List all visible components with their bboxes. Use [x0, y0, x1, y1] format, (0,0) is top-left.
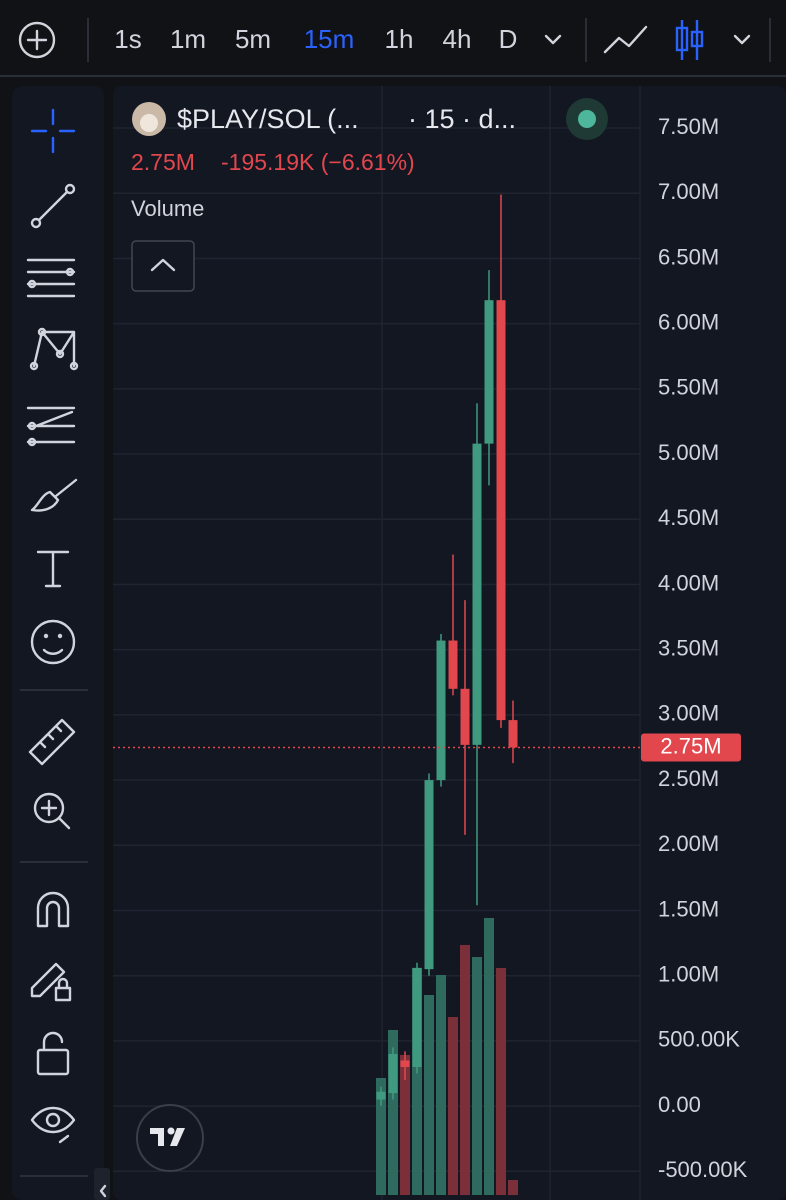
collapse-sidebar-button[interactable] [94, 1168, 110, 1200]
symbol-title[interactable]: $PLAY/SOL (... [177, 104, 359, 134]
forecast-tool[interactable] [26, 406, 76, 447]
timeframe-button[interactable]: 1h [385, 24, 414, 54]
timeframe-button[interactable]: D [499, 24, 518, 54]
timeframe-dropdown[interactable] [544, 34, 562, 45]
symbol-avatar [132, 102, 166, 136]
y-tick-label: 6.50M [658, 244, 719, 269]
unlock-tool[interactable] [36, 1031, 70, 1076]
candle-body [448, 640, 458, 689]
lock-drawings-tool[interactable] [30, 962, 72, 1002]
market-status[interactable] [566, 98, 608, 140]
chart-type-dropdown[interactable] [733, 34, 751, 45]
last-price-label: 2.75M [660, 733, 721, 758]
text-tool[interactable] [36, 550, 70, 588]
y-tick-label: 1.50M [658, 896, 719, 921]
symbol-interval: · 15 · d... [408, 104, 516, 134]
y-tick-label: 2.50M [658, 766, 719, 791]
magnet-tool[interactable] [36, 891, 70, 928]
candle-body [460, 688, 470, 745]
timeframe-button[interactable]: 15m [304, 24, 355, 54]
candle-body [424, 780, 434, 970]
y-tick-label: 7.50M [658, 114, 719, 139]
y-tick-label: 3.50M [658, 635, 719, 660]
collapse-legend-button[interactable] [131, 240, 195, 292]
add-symbol-button[interactable] [18, 21, 56, 59]
y-tick-label: 2.00M [658, 831, 719, 856]
candle-body [484, 300, 494, 444]
timeframe-button[interactable]: 4h [443, 24, 472, 54]
timeframe-button[interactable]: 1m [170, 24, 206, 54]
volume-bar [496, 968, 506, 1195]
legend-close: 2.75M [131, 149, 195, 175]
volume-bar [436, 975, 446, 1195]
volume-bar [388, 1030, 398, 1195]
y-tick-label: 3.00M [658, 701, 719, 726]
study-name[interactable]: Volume [131, 196, 204, 221]
pattern-tool[interactable] [29, 327, 79, 371]
line-chart-button[interactable] [603, 25, 648, 54]
trend-line-tool[interactable] [30, 183, 76, 229]
timeframe-button[interactable]: 1s [114, 24, 141, 54]
brush-tool[interactable] [30, 478, 78, 512]
fib-tool[interactable] [26, 258, 76, 298]
candle-body [508, 720, 518, 748]
zoom-tool[interactable] [33, 792, 71, 830]
y-tick-label: 5.50M [658, 375, 719, 400]
visibility-tool[interactable] [30, 1106, 76, 1144]
y-tick-label: 4.50M [658, 505, 719, 530]
crosshair-tool[interactable] [30, 108, 76, 154]
y-tick-label: 0.00 [658, 1092, 701, 1117]
volume-bar [484, 918, 494, 1195]
last-price-badge [641, 733, 741, 762]
candle-body [496, 300, 506, 721]
volume-bar [412, 968, 422, 1195]
timeframe-button[interactable]: 5m [235, 24, 271, 54]
volume-bar [400, 1055, 410, 1195]
volume-bar [472, 957, 482, 1195]
y-tick-label: 7.00M [658, 179, 719, 204]
y-tick-label: 4.00M [658, 570, 719, 595]
measure-tool[interactable] [28, 718, 76, 766]
volume-bar [460, 945, 470, 1195]
y-tick-label: -500.00K [658, 1157, 748, 1182]
plot [113, 194, 640, 1195]
candle-body [412, 967, 422, 1067]
y-tick-label: 5.00M [658, 440, 719, 465]
volume-bar [376, 1078, 386, 1195]
toolbar [0, 0, 786, 76]
volume-bar [508, 1180, 518, 1195]
candle-body [376, 1091, 386, 1100]
y-tick-label: 500.00K [658, 1027, 740, 1052]
sidebar [12, 86, 104, 1200]
volume-bar [448, 1017, 458, 1195]
volume-bar [424, 995, 434, 1195]
candle-body [472, 443, 482, 745]
emoji-tool[interactable] [30, 619, 76, 665]
tradingview-logo[interactable] [136, 1104, 204, 1172]
candle-chart-button[interactable] [675, 20, 704, 60]
y-tick-label: 6.00M [658, 309, 719, 334]
candle-body [388, 1053, 398, 1094]
candle-body [400, 1060, 410, 1067]
legend-change: -195.19K (−6.61%) [221, 149, 415, 175]
candle-body [436, 640, 446, 781]
y-tick-label: 1.00M [658, 962, 719, 987]
